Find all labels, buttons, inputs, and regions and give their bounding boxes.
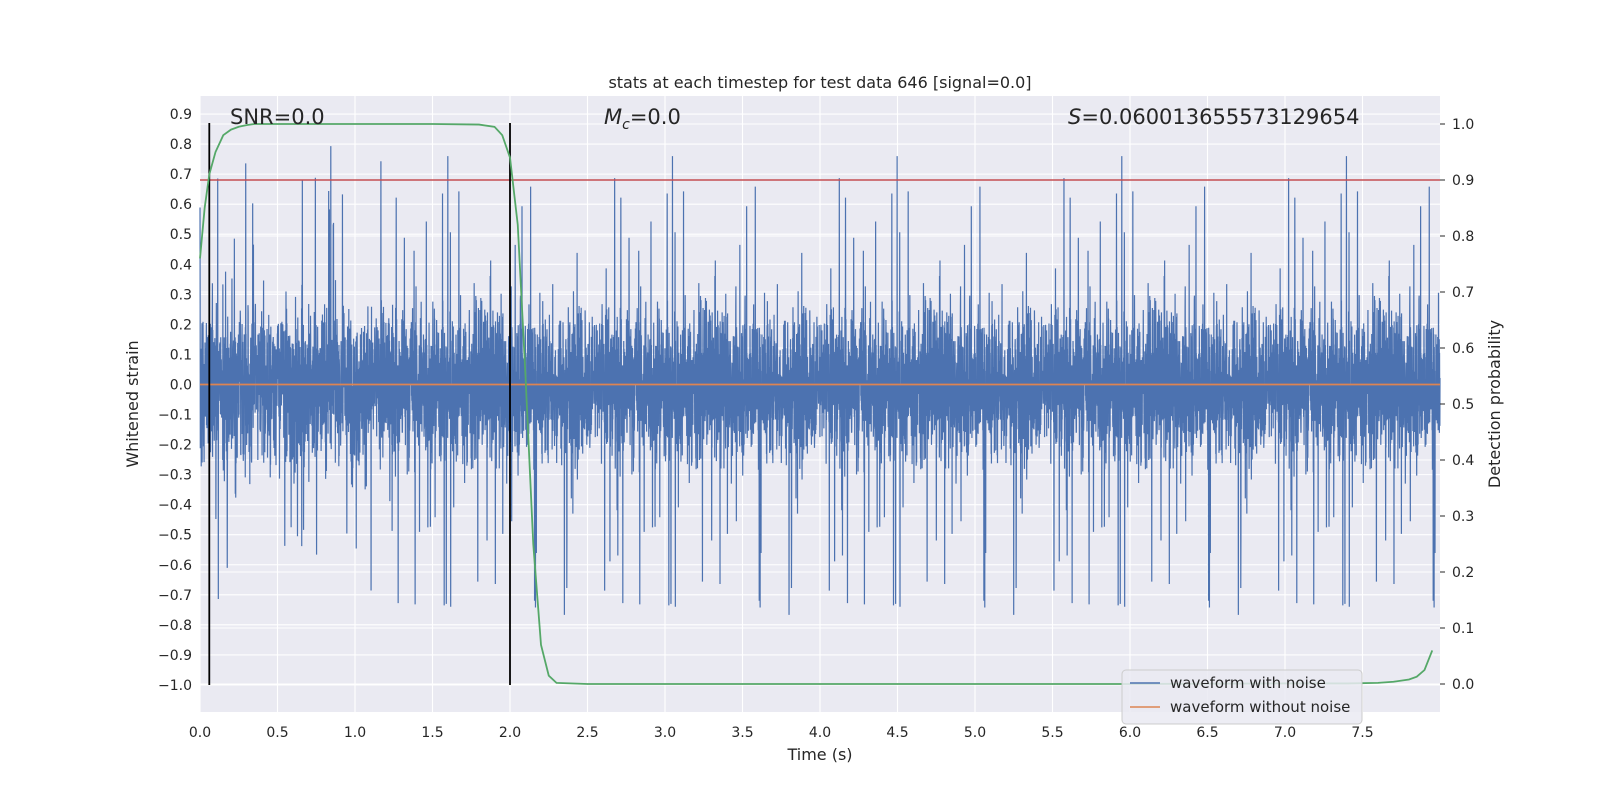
snr-annotation: SNR=0.0	[230, 105, 325, 129]
y-left-tick-label: 0.8	[170, 137, 192, 153]
y-left-tick-label: −0.3	[158, 468, 192, 484]
y-right-tick-label: 0.9	[1452, 173, 1474, 189]
mc-symbol: M	[604, 105, 622, 129]
y-right-tick-label: 0.0	[1452, 677, 1474, 693]
x-tick-label: 3.5	[731, 725, 753, 741]
x-tick-label: 4.0	[809, 725, 831, 741]
x-tick-label: 5.0	[964, 725, 986, 741]
mc-subscript: c	[622, 117, 630, 133]
x-axis-label: Time (s)	[786, 745, 852, 764]
y-left-tick-label: 0.1	[170, 347, 192, 363]
y-left-axis-ticks: 0.9 0.8 0.7 0.6 0.5 0.4 0.3 0.2 0.1 0.0 −0.1 −0.2 −0…	[158, 107, 192, 694]
mc-annotation: Mc=0.0	[604, 105, 681, 133]
x-tick-label: 4.5	[886, 725, 908, 741]
y-left-tick-label: −0.8	[158, 618, 192, 634]
legend-label-clean: waveform without noise	[1170, 698, 1350, 716]
x-tick-label: 5.5	[1041, 725, 1063, 741]
y-left-tick-label: −0.1	[158, 408, 192, 424]
y-right-tick-label: 0.1	[1452, 621, 1474, 637]
y-right-tick-label: 0.4	[1452, 453, 1474, 469]
s-annotation: S=0.060013655573129654	[1068, 105, 1359, 129]
mc-value: =0.0	[630, 105, 681, 129]
y-left-tick-label: −0.7	[158, 588, 192, 604]
x-tick-label: 6.0	[1119, 725, 1141, 741]
x-tick-label: 0.5	[266, 725, 288, 741]
x-tick-label: 3.0	[654, 725, 676, 741]
y-right-tick-label: 1.0	[1452, 117, 1474, 133]
y-right-tick-label: 0.2	[1452, 565, 1474, 581]
y-left-tick-label: −0.6	[158, 558, 192, 574]
y-right-axis-ticks: 1.0 0.9 0.8 0.7 0.6 0.5 0.4 0.3 0.2 0.1 0.0	[1440, 117, 1474, 693]
y-left-tick-label: −0.4	[158, 498, 192, 514]
x-tick-label: 2.5	[576, 725, 598, 741]
y-left-tick-label: 0.7	[170, 167, 192, 183]
series-lines	[199, 123, 1440, 685]
legend-label-noise: waveform with noise	[1170, 674, 1326, 692]
y-left-tick-label: −0.9	[158, 648, 192, 664]
y-left-tick-label: 0.0	[170, 377, 192, 393]
x-tick-label: 7.5	[1351, 725, 1373, 741]
y-right-tick-label: 0.3	[1452, 509, 1474, 525]
x-tick-label: 0.0	[189, 725, 211, 741]
s-symbol: S	[1068, 105, 1081, 129]
y-right-tick-label: 0.5	[1452, 397, 1474, 413]
y-left-tick-label: −1.0	[158, 678, 192, 694]
x-tick-label: 7.0	[1274, 725, 1296, 741]
y-left-tick-label: 0.9	[170, 107, 192, 123]
y-left-tick-label: 0.2	[170, 317, 192, 333]
s-value: =0.060013655573129654	[1081, 105, 1359, 129]
y-right-axis-label: Detection probability	[1485, 320, 1504, 488]
y-left-tick-label: −0.5	[158, 528, 192, 544]
chart-title: stats at each timestep for test data 646…	[608, 73, 1031, 92]
x-tick-label: 6.5	[1196, 725, 1218, 741]
y-left-tick-label: 0.6	[170, 197, 192, 213]
x-axis-ticks: 0.0 0.5 1.0 1.5 2.0 2.5 3.0 3.5 4.0 4.5 5.0 5.5 6.0 6…	[189, 725, 1374, 741]
legend-box	[1121, 669, 1363, 725]
y-left-tick-label: 0.3	[170, 287, 192, 303]
y-right-tick-label: 0.7	[1452, 285, 1474, 301]
x-tick-label: 2.0	[499, 725, 521, 741]
y-right-tick-label: 0.6	[1452, 341, 1474, 357]
x-tick-label: 1.0	[344, 725, 366, 741]
y-left-tick-label: 0.5	[170, 227, 192, 243]
x-tick-label: 1.5	[421, 725, 443, 741]
y-right-tick-label: 0.8	[1452, 229, 1474, 245]
y-left-tick-label: −0.2	[158, 438, 192, 454]
legend: waveform with noise waveform without noi…	[1121, 669, 1363, 725]
y-left-tick-label: 0.4	[170, 257, 192, 273]
y-left-axis-label: Whitened strain	[123, 340, 142, 467]
